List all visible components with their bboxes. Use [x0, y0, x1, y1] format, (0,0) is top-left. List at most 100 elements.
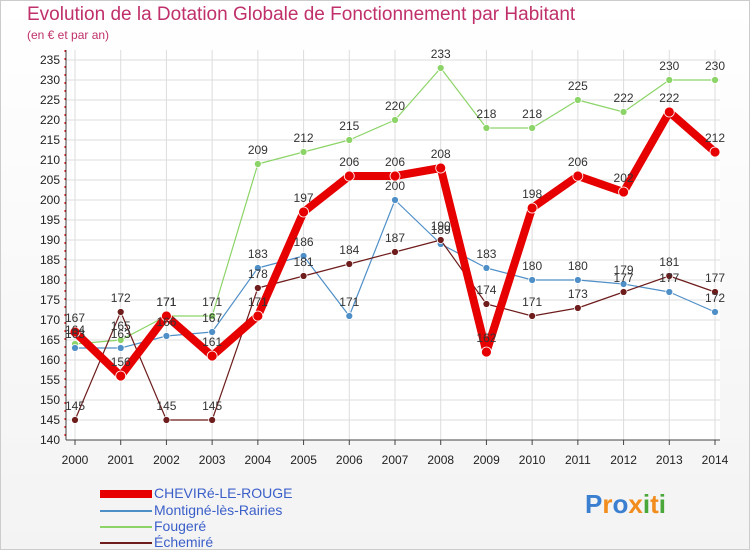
- data-label: 172: [705, 291, 725, 305]
- data-label: 156: [111, 355, 131, 369]
- legend-swatch-chevire: [100, 490, 152, 498]
- data-label: 208: [431, 147, 451, 161]
- logo-letter: i: [642, 489, 651, 519]
- legend-label-echemire: Échemiré: [154, 534, 214, 550]
- y-tick-label: 200: [40, 193, 60, 207]
- data-point: [343, 170, 355, 182]
- legend-swatch-fougere: [100, 526, 152, 528]
- data-point: [482, 124, 491, 132]
- legend-label-fougere: Fougeré: [154, 518, 207, 534]
- data-point: [665, 272, 674, 280]
- x-tick-label: 2007: [382, 453, 409, 467]
- x-tick-label: 2014: [702, 453, 729, 467]
- data-label: 230: [659, 59, 679, 73]
- data-point: [618, 186, 629, 198]
- data-point: [253, 284, 262, 292]
- data-point: [528, 276, 537, 284]
- data-point: [253, 264, 262, 272]
- data-label: 187: [385, 231, 405, 245]
- data-label: 171: [339, 295, 359, 309]
- logo-letter: i: [658, 489, 666, 519]
- y-tick-label: 160: [40, 353, 60, 367]
- data-point: [208, 328, 217, 336]
- legend-item-echemire: Échemiré: [100, 534, 400, 551]
- data-label: 179: [614, 263, 634, 277]
- y-tick-label: 175: [40, 293, 60, 307]
- data-label: 181: [659, 255, 679, 269]
- data-label: 174: [476, 283, 496, 297]
- data-label: 165: [111, 319, 131, 333]
- data-label: 218: [522, 107, 542, 121]
- legend-swatch-montigne: [100, 510, 152, 512]
- data-point: [116, 344, 125, 352]
- y-tick-label: 145: [40, 413, 60, 427]
- data-label: 161: [202, 335, 222, 349]
- data-label: 145: [65, 399, 85, 413]
- data-label: 218: [476, 107, 496, 121]
- data-label: 209: [248, 143, 268, 157]
- data-point: [208, 416, 217, 424]
- data-label: 233: [431, 47, 451, 61]
- chart-title: Evolution de la Dotation Globale de Fonc…: [27, 4, 576, 25]
- data-label: 145: [156, 399, 176, 413]
- data-label: 189: [431, 223, 451, 237]
- y-tick-label: 190: [40, 233, 60, 247]
- y-tick-label: 140: [40, 433, 60, 447]
- x-tick-label: 2013: [656, 453, 683, 467]
- data-point: [299, 272, 308, 280]
- data-point: [345, 136, 354, 144]
- legend-item-fougere: Fougeré: [100, 518, 400, 535]
- data-point: [206, 350, 218, 362]
- data-point: [573, 304, 582, 312]
- data-point: [482, 264, 491, 272]
- data-label: 212: [294, 131, 314, 145]
- data-label: 225: [568, 79, 588, 93]
- y-tick-label: 230: [40, 73, 60, 87]
- x-tick-label: 2006: [336, 453, 363, 467]
- data-label: 198: [522, 187, 542, 201]
- data-label: 222: [659, 91, 679, 105]
- data-label: 183: [476, 247, 496, 261]
- x-tick-label: 2004: [245, 453, 272, 467]
- data-point: [69, 326, 81, 338]
- data-label: 145: [202, 399, 222, 413]
- data-label: 171: [156, 295, 176, 309]
- data-point: [162, 332, 171, 340]
- y-tick-label: 170: [40, 313, 60, 327]
- data-label: 212: [705, 131, 725, 145]
- data-point: [345, 312, 354, 320]
- x-tick-label: 2009: [473, 453, 500, 467]
- data-point: [572, 170, 584, 182]
- data-point: [162, 416, 171, 424]
- data-label: 172: [111, 291, 131, 305]
- data-label: 190: [431, 219, 451, 233]
- y-tick-label: 220: [40, 113, 60, 127]
- data-label: 206: [568, 155, 588, 169]
- data-label: 202: [614, 171, 634, 185]
- data-label: 222: [614, 91, 634, 105]
- data-label: 215: [339, 119, 359, 133]
- data-label: 171: [248, 295, 268, 309]
- logo-letter: t: [650, 489, 659, 519]
- data-point: [528, 124, 537, 132]
- y-tick-label: 235: [40, 53, 60, 67]
- legend-label-chevire: CHEVIRé-LE-ROUGE: [154, 485, 293, 501]
- x-tick-label: 2000: [62, 453, 89, 467]
- data-label: 180: [568, 259, 588, 273]
- data-point: [665, 288, 674, 296]
- data-point: [208, 312, 217, 320]
- y-tick-label: 215: [40, 133, 60, 147]
- data-point: [711, 288, 719, 296]
- data-point: [116, 336, 125, 344]
- data-point: [711, 308, 719, 316]
- data-label: 163: [111, 327, 131, 341]
- legend-label-montigne: Montigné-lès-Rairies: [154, 502, 283, 518]
- data-label: 200: [385, 179, 405, 193]
- proxiti-logo: Proxiti: [585, 489, 666, 520]
- logo-letter: x: [628, 489, 643, 519]
- data-point: [253, 160, 262, 168]
- data-label: 177: [705, 271, 725, 285]
- legend-item-montigne: Montigné-lès-Rairies: [100, 502, 400, 519]
- data-label: 206: [339, 155, 359, 169]
